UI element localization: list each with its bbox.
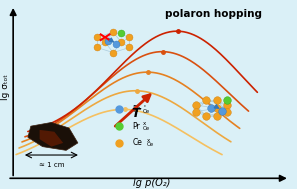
Text: x: x [143, 121, 146, 126]
Text: lg p(O₂): lg p(O₂) [133, 178, 170, 188]
Text: x: x [147, 138, 150, 143]
Text: Pr: Pr [132, 122, 140, 131]
Text: Ce: Ce [143, 109, 150, 114]
Polygon shape [40, 130, 63, 147]
Polygon shape [28, 122, 78, 150]
Text: lg σₜₒₜ: lg σₜₒₜ [1, 74, 10, 100]
Text: Pr: Pr [132, 105, 140, 114]
Text: polaron hopping: polaron hopping [165, 9, 262, 19]
Text: ': ' [143, 104, 145, 110]
Text: ≈ 1 cm: ≈ 1 cm [39, 162, 64, 167]
Text: Ce: Ce [143, 125, 150, 131]
Text: Ce: Ce [132, 138, 142, 147]
Text: Ce: Ce [147, 142, 154, 147]
Text: T: T [131, 107, 140, 120]
